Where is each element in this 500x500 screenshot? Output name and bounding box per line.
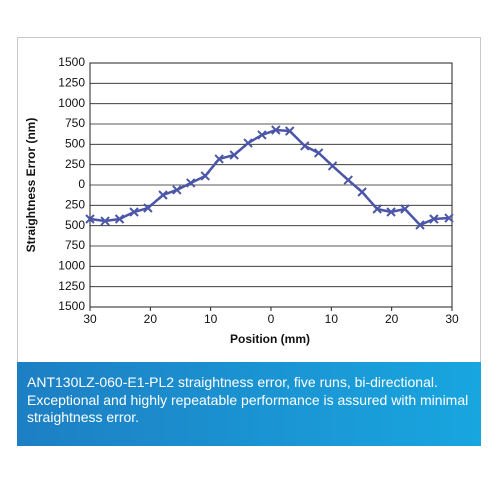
y-tick-label: 1000 (58, 259, 85, 273)
marker (143, 203, 153, 213)
y-axis-label: Straightness Error (nm) (24, 118, 38, 253)
marker (186, 178, 196, 188)
marker (415, 220, 425, 230)
marker (129, 207, 139, 217)
marker (400, 204, 410, 214)
y-tick-label: 1250 (58, 76, 85, 90)
x-tick-label: 20 (144, 312, 158, 326)
x-axis-label: Position (mm) (230, 332, 310, 346)
y-tick-label: 0 (78, 177, 85, 191)
marker (214, 154, 224, 164)
marker (429, 214, 439, 224)
marker (313, 148, 324, 158)
y-tick-label: 1000 (58, 96, 85, 110)
y-tick-label: 750 (65, 238, 85, 252)
marker (257, 130, 267, 140)
caption: ANT130LZ-060-E1-PL2 straightness error, … (17, 362, 481, 446)
marker (284, 126, 295, 136)
marker (200, 171, 210, 181)
marker (271, 125, 281, 135)
x-tick-label: 30 (445, 312, 459, 326)
marker (327, 161, 338, 171)
marker (343, 175, 353, 185)
marker (100, 216, 110, 226)
marker (172, 185, 182, 195)
y-tick-label: 1500 (58, 55, 85, 69)
marker (300, 141, 310, 151)
y-tick-label: 1250 (58, 279, 85, 293)
marker (243, 138, 253, 148)
y-tick-label: 1500 (58, 299, 85, 313)
x-tick-label: 10 (204, 312, 218, 326)
marker (114, 214, 125, 224)
marker (386, 207, 396, 217)
x-tick-label: 20 (385, 312, 399, 326)
y-tick-label: 250 (65, 198, 85, 212)
y-tick-label: 500 (65, 218, 85, 232)
marker (444, 213, 454, 223)
marker (357, 187, 367, 197)
marker (372, 204, 382, 214)
y-tick-label: 250 (65, 157, 85, 171)
y-tick-label: 750 (65, 116, 85, 130)
x-tick-label: 30 (83, 312, 97, 326)
plot-border (89, 62, 453, 308)
x-tick-label: 10 (325, 312, 339, 326)
marker (158, 190, 168, 200)
marker (229, 150, 239, 160)
marker (85, 214, 95, 224)
y-tick-label: 500 (65, 137, 85, 151)
x-tick-label: 0 (268, 312, 275, 326)
